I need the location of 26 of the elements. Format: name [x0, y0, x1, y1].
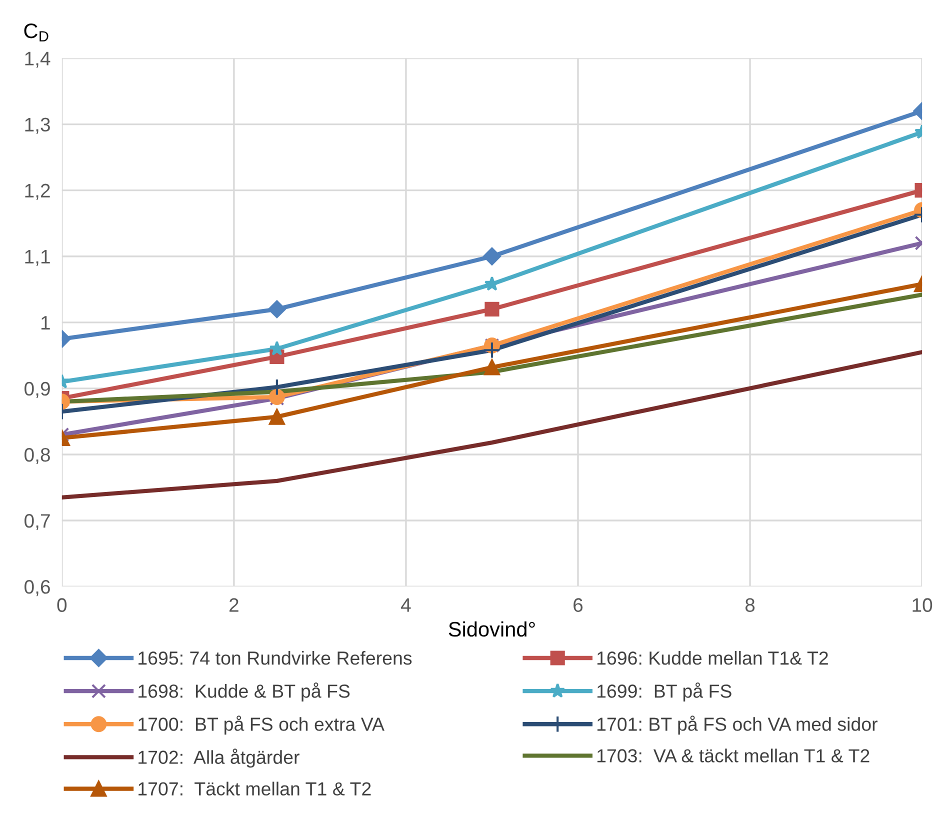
legend-label: 1698: Kudde & BT på FS — [138, 682, 350, 702]
x-tick-label: 6 — [574, 598, 583, 612]
legend-label: 1702: Alla åtgärder — [138, 748, 300, 768]
y-tick-label: 0,8 — [24, 448, 50, 464]
y-tick-label: 0,7 — [24, 514, 50, 530]
legend-label: 1700: BT på FS och extra VA — [138, 716, 384, 735]
y-tick-label: 0,9 — [24, 382, 50, 398]
x-tick-label: 2 — [230, 598, 238, 612]
legend-label: 1701: BT på FS och VA med sidor — [597, 716, 878, 735]
x-axis-title: Sidovind° — [448, 621, 535, 637]
y-tick-label: 1 — [41, 316, 50, 330]
y-tick-label: 1,1 — [25, 250, 50, 266]
legend-label: 1707: Täckt mellan T1 & T2 — [138, 782, 371, 796]
y-axis-title: C$_{D}$ — [24, 23, 48, 42]
y-tick-label: 0,6 — [24, 580, 50, 596]
y-tick-label: 1,2 — [25, 184, 50, 200]
x-tick-label: 10 — [912, 598, 932, 612]
x-tick-label: 0 — [57, 598, 67, 612]
y-tick-label: 1,3 — [25, 118, 50, 134]
x-tick-label: 8 — [745, 598, 755, 612]
y-tick-label: 1,4 — [25, 52, 50, 68]
legend-label: 1703: VA & täckt mellan T1 & T2 — [597, 748, 870, 762]
legend-label: 1695: 74 ton Rundvirke Referens — [138, 650, 412, 665]
legend-label: 1696: Kudde mellan T1& T2 — [597, 650, 828, 665]
x-tick-label: 4 — [401, 598, 411, 612]
legend-label: 1699: BT på FS — [597, 682, 732, 702]
